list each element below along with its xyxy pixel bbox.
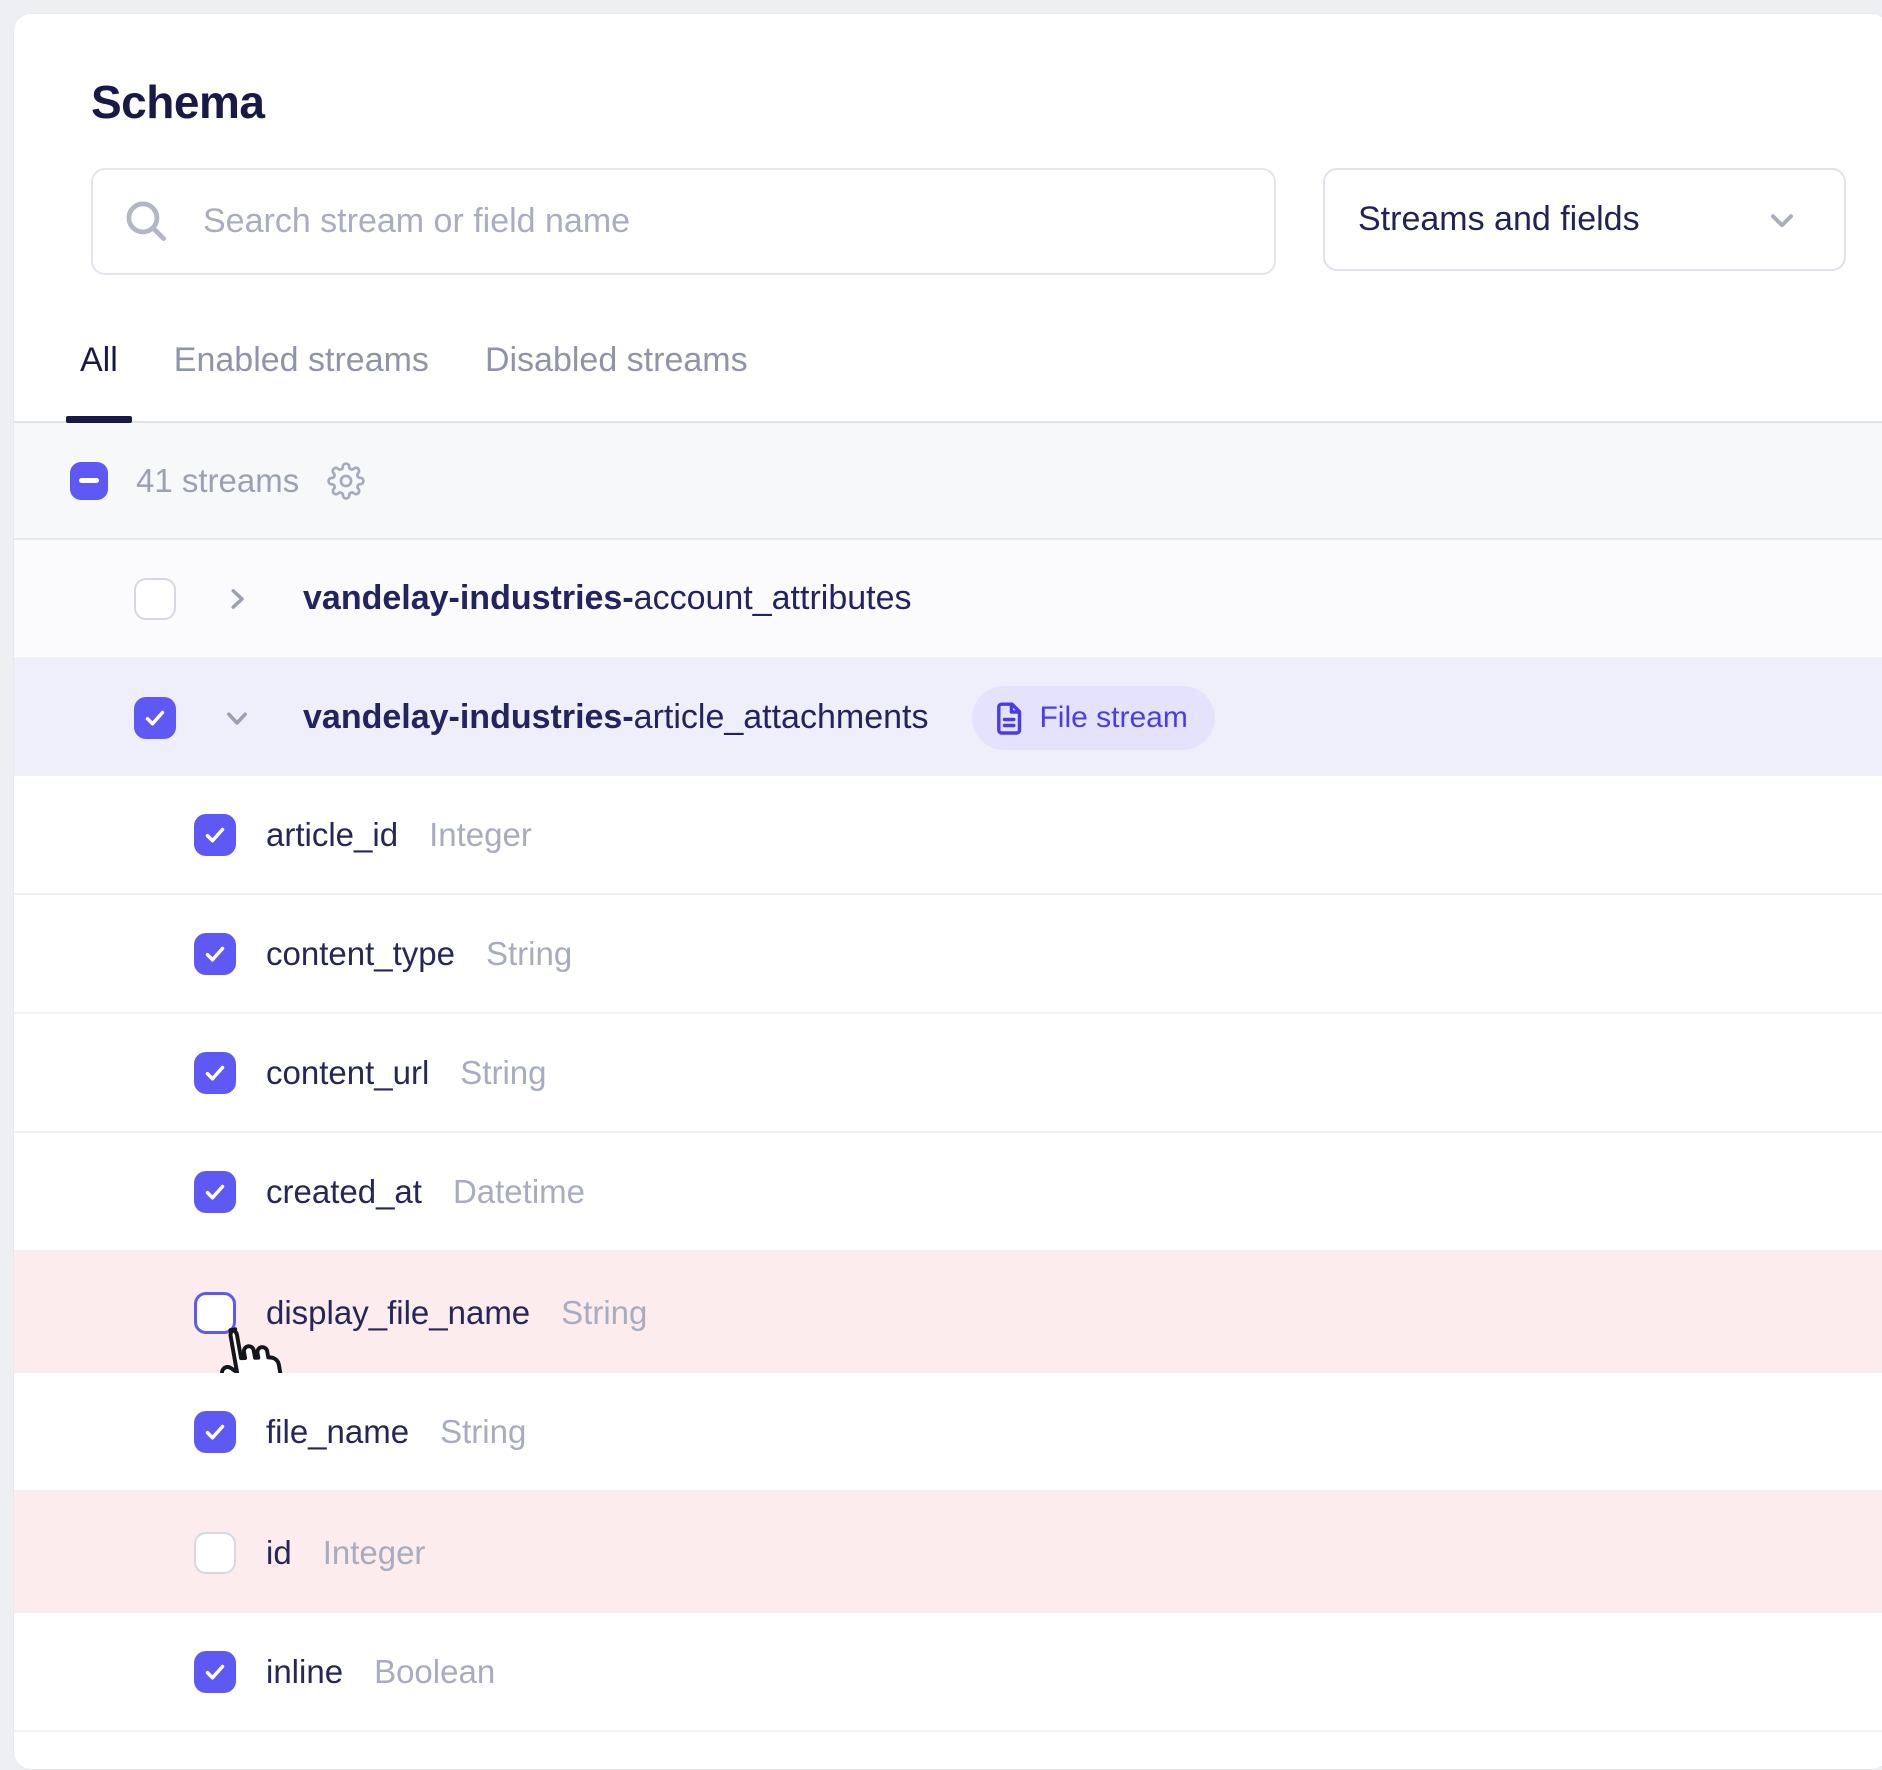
tab-disabled-streams[interactable]: Disabled streams: [471, 341, 762, 421]
panel-header: Schema Streams and fields: [14, 14, 1882, 275]
check-icon: [205, 946, 225, 961]
field-row-inline: inline Boolean: [14, 1613, 1882, 1732]
stream-field-filter-dropdown[interactable]: Streams and fields: [1323, 168, 1846, 271]
field-row-file_name: file_name String: [14, 1373, 1882, 1492]
field-name: inline: [266, 1652, 344, 1690]
field-row-id: id Integer: [14, 1492, 1882, 1613]
field-row-content_type: content_type String: [14, 895, 1882, 1014]
controls-row: Streams and fields: [91, 168, 1846, 275]
stream-row-article_attachments[interactable]: vandelay-industries-article_attachments F…: [14, 659, 1882, 776]
field-name: content_url: [266, 1053, 430, 1091]
check-icon: [205, 1664, 225, 1679]
field-type: Integer: [322, 1533, 426, 1571]
field-type: String: [485, 934, 573, 972]
indeterminate-mark: [79, 478, 99, 483]
active-tab-underline: [66, 416, 132, 423]
stream-name: vandelay-industries-article_attachments: [303, 698, 929, 736]
stream-filter-tabs: All Enabled streams Disabled streams: [14, 275, 1882, 423]
checkbox-article_id[interactable]: [194, 813, 236, 856]
dropdown-selected-value: Streams and fields: [1358, 200, 1640, 238]
checkbox-file_name[interactable]: [194, 1410, 236, 1453]
check-icon: [205, 827, 225, 842]
field-row-content_url: content_url String: [14, 1014, 1882, 1133]
field-type: Integer: [429, 815, 532, 853]
select-all-checkbox[interactable]: [70, 461, 108, 500]
checkbox-content_url[interactable]: [194, 1051, 236, 1094]
schema-panel: Schema Streams and fields All Enabled str…: [13, 13, 1882, 1770]
stream-list-header: 41 streams: [14, 423, 1882, 540]
badge-label: File stream: [1039, 700, 1188, 734]
streams-count: 41 streams: [136, 461, 300, 499]
search-box[interactable]: [91, 168, 1276, 275]
checkbox-account_attributes[interactable]: [134, 577, 176, 620]
chevron-right-icon[interactable]: [222, 584, 252, 614]
field-name: id: [266, 1533, 292, 1571]
tab-enabled-streams[interactable]: Enabled streams: [160, 341, 443, 421]
tab-label: Disabled streams: [484, 341, 748, 379]
checkbox-inline[interactable]: [194, 1650, 236, 1693]
field-row-display_file_name: display_file_name String: [14, 1252, 1882, 1398]
field-type: String: [460, 1053, 547, 1091]
search-icon: [126, 201, 167, 241]
checkbox-created_at[interactable]: [194, 1170, 236, 1213]
checkbox-article_attachments[interactable]: [134, 696, 176, 739]
gear-icon[interactable]: [327, 461, 365, 500]
field-type: String: [440, 1412, 527, 1450]
field-row-article_id: article_id Integer: [14, 776, 1882, 895]
field-name: created_at: [266, 1172, 422, 1210]
chevron-down-icon: [1771, 213, 1793, 227]
field-name: content_type: [266, 934, 455, 972]
check-icon: [145, 710, 165, 725]
tab-label: All: [80, 341, 118, 379]
checkbox-id[interactable]: [194, 1531, 236, 1574]
field-name: file_name: [266, 1412, 410, 1450]
field-type: Boolean: [374, 1652, 496, 1690]
check-icon: [205, 1065, 225, 1080]
tab-label: Enabled streams: [173, 341, 429, 379]
field-row-created_at: created_at Datetime: [14, 1133, 1882, 1252]
checkbox-content_type[interactable]: [194, 932, 236, 975]
search-input[interactable]: [201, 201, 1254, 242]
file-stream-badge: File stream: [972, 685, 1215, 750]
field-type: Datetime: [452, 1172, 586, 1210]
field-type: String: [561, 1293, 648, 1331]
stream-row-account_attributes[interactable]: vandelay-industries-account_attributes: [14, 540, 1882, 659]
checkbox-display_file_name[interactable]: [194, 1291, 236, 1334]
stream-name: vandelay-industries-account_attributes: [303, 579, 912, 617]
next-row-sliver: [14, 1732, 1882, 1739]
field-name: article_id: [266, 815, 399, 853]
chevron-down-icon[interactable]: [222, 703, 252, 733]
check-icon: [205, 1184, 225, 1199]
page-title: Schema: [91, 76, 265, 128]
tab-all[interactable]: All: [66, 341, 132, 423]
file-stream-icon: [997, 701, 1022, 735]
check-icon: [205, 1424, 225, 1439]
field-name: display_file_name: [266, 1293, 531, 1331]
